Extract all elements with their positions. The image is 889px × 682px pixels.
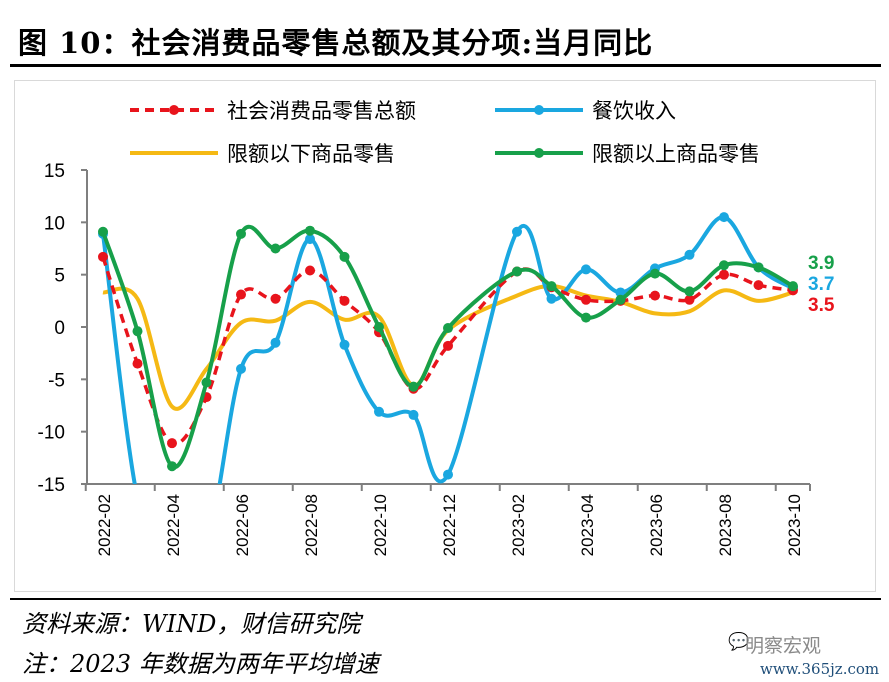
wechat-icon: 💬 bbox=[728, 632, 750, 652]
data-point bbox=[305, 265, 315, 276]
x-tick-label: 2022-02 bbox=[95, 494, 114, 556]
chart-title: 图 10：社会消费品零售总额及其分项:当月同比 bbox=[18, 26, 654, 60]
y-tick-label: -5 bbox=[48, 370, 65, 391]
y-tick-label: 15 bbox=[44, 161, 65, 182]
data-point bbox=[270, 243, 281, 254]
data-point bbox=[132, 358, 143, 369]
legend-marker bbox=[534, 148, 544, 158]
x-tick-label: 2022-08 bbox=[302, 494, 321, 556]
data-point bbox=[753, 262, 764, 273]
data-point bbox=[684, 294, 695, 305]
data-point bbox=[98, 226, 108, 237]
data-point bbox=[443, 340, 453, 351]
data-point bbox=[719, 269, 729, 280]
data-point bbox=[374, 322, 384, 332]
data-point bbox=[615, 287, 626, 298]
chart-frame bbox=[14, 80, 876, 592]
source-note: 资料来源：WIND，财信研究院 bbox=[22, 610, 361, 638]
data-point bbox=[650, 268, 660, 279]
legend-label: 限额以下商品零售 bbox=[227, 142, 395, 166]
series-3 bbox=[98, 224, 798, 472]
data-point bbox=[753, 280, 764, 291]
y-tick-label: 5 bbox=[54, 266, 65, 287]
data-point bbox=[684, 249, 695, 260]
data-point bbox=[408, 381, 419, 392]
data-point bbox=[581, 294, 591, 305]
line-chart: 15 10 5 0 -5 -10 -15 2022-02 2022-04 2022-06 2022-… bbox=[38, 99, 835, 570]
data-point bbox=[270, 337, 281, 348]
y-tick-label: -15 bbox=[38, 475, 65, 496]
x-tick-label: 2023-06 bbox=[647, 494, 666, 556]
x-tick-label: 2023-08 bbox=[716, 494, 735, 556]
x-tick-label: 2022-06 bbox=[233, 494, 252, 556]
legend-marker bbox=[169, 105, 179, 115]
data-point bbox=[167, 461, 177, 472]
data-point bbox=[443, 323, 453, 334]
data-point bbox=[133, 494, 143, 504]
y-tick-label: -10 bbox=[38, 423, 65, 444]
x-tick-label: 2023-04 bbox=[578, 494, 597, 556]
x-tick-label: 2023-02 bbox=[509, 494, 528, 556]
data-point bbox=[512, 226, 522, 237]
series-0 bbox=[98, 251, 798, 449]
data-point bbox=[98, 251, 108, 262]
data-point bbox=[581, 312, 591, 323]
data-point bbox=[512, 266, 522, 277]
footnote: 注：2023 年数据为两年平均增速 bbox=[22, 650, 379, 678]
legend-label: 餐饮收入 bbox=[592, 99, 676, 123]
data-point bbox=[650, 290, 660, 301]
data-point bbox=[339, 295, 350, 306]
data-point bbox=[546, 281, 557, 292]
y-tick-label: 0 bbox=[54, 318, 65, 339]
data-point bbox=[339, 251, 350, 262]
x-tick-label: 2022-04 bbox=[164, 494, 183, 556]
watermark-url: www.365jz.com bbox=[760, 660, 880, 678]
data-point bbox=[202, 543, 212, 553]
end-value-label: 3.7 bbox=[808, 274, 834, 295]
legend-label: 限额以上商品零售 bbox=[592, 142, 760, 166]
legend-item: 餐饮收入 bbox=[495, 99, 676, 123]
x-tick-label: 2023-10 bbox=[785, 494, 804, 556]
series-line bbox=[101, 224, 794, 470]
data-point bbox=[546, 293, 557, 304]
data-point bbox=[167, 438, 177, 449]
data-point bbox=[305, 225, 315, 236]
legend-item: 限额以下商品零售 bbox=[130, 142, 395, 166]
legend-marker bbox=[534, 105, 544, 115]
data-point bbox=[236, 363, 246, 374]
title-rule bbox=[10, 64, 881, 67]
data-point bbox=[167, 560, 177, 570]
data-point bbox=[201, 377, 212, 388]
data-point bbox=[374, 406, 384, 417]
data-point bbox=[615, 294, 626, 305]
data-point bbox=[270, 293, 281, 304]
data-point bbox=[581, 264, 591, 275]
data-point bbox=[684, 286, 695, 297]
legend-label: 社会消费品零售总额 bbox=[227, 99, 416, 123]
data-point bbox=[339, 339, 350, 350]
data-point bbox=[236, 289, 246, 300]
x-tick-label: 2022-10 bbox=[371, 494, 390, 556]
data-point bbox=[443, 469, 453, 480]
y-tick-label: 10 bbox=[44, 213, 65, 234]
end-value-label: 3.5 bbox=[808, 295, 835, 316]
data-point bbox=[408, 409, 419, 420]
data-point bbox=[788, 281, 798, 292]
data-point bbox=[236, 228, 246, 239]
x-tick-label: 2022-12 bbox=[440, 494, 459, 556]
data-point bbox=[305, 234, 315, 245]
data-point bbox=[719, 212, 729, 223]
data-point bbox=[132, 326, 143, 337]
data-point bbox=[719, 260, 729, 271]
end-value-label: 3.9 bbox=[808, 253, 834, 274]
legend-item: 限额以上商品零售 bbox=[495, 142, 760, 166]
watermark: 明察宏观 bbox=[745, 635, 822, 657]
footer-rule bbox=[10, 598, 881, 600]
legend-item: 社会消费品零售总额 bbox=[130, 99, 416, 123]
